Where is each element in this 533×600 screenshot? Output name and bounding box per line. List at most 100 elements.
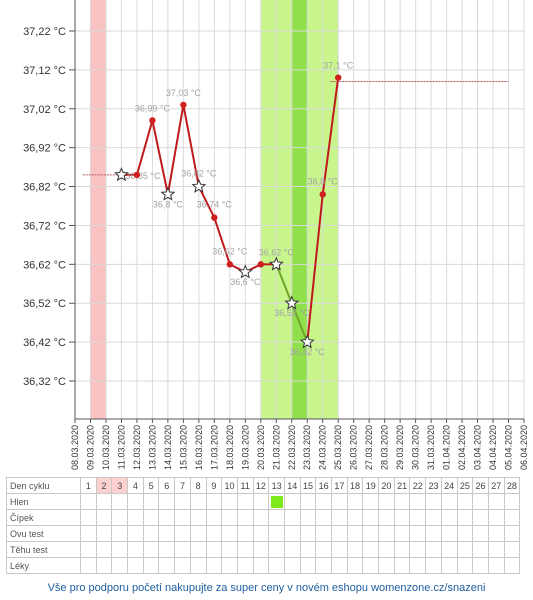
cycle-cell[interactable]	[283, 541, 301, 558]
cycle-day-number[interactable]: 11	[236, 477, 254, 494]
cycle-cell[interactable]	[142, 525, 160, 542]
cycle-cell[interactable]	[221, 557, 238, 574]
cycle-cell[interactable]	[378, 509, 395, 526]
cycle-cell[interactable]	[315, 525, 332, 542]
cycle-day-number[interactable]: 23	[425, 477, 442, 494]
cycle-cell[interactable]	[503, 509, 521, 526]
cycle-cell[interactable]	[503, 557, 521, 574]
cycle-cell[interactable]	[142, 557, 160, 574]
cycle-cell[interactable]	[346, 509, 364, 526]
cycle-cell[interactable]	[440, 493, 458, 510]
cycle-cell[interactable]	[487, 557, 505, 574]
cycle-cell[interactable]	[80, 541, 97, 558]
cycle-cell[interactable]	[142, 541, 160, 558]
cycle-cell[interactable]	[331, 525, 348, 542]
cycle-cell[interactable]	[205, 557, 223, 574]
cycle-day-number[interactable]: 18	[346, 477, 364, 494]
cycle-cell[interactable]	[111, 541, 129, 558]
cycle-day-number[interactable]: 13	[268, 477, 285, 494]
cycle-cell[interactable]	[252, 557, 270, 574]
cycle-cell[interactable]	[315, 541, 332, 558]
cycle-cell[interactable]	[378, 525, 395, 542]
cycle-day-number[interactable]: 6	[158, 477, 176, 494]
cycle-cell[interactable]	[503, 493, 521, 510]
cycle-cell[interactable]	[127, 525, 144, 542]
cycle-day-number[interactable]: 19	[362, 477, 380, 494]
cycle-cell[interactable]	[268, 509, 285, 526]
cycle-day-number[interactable]: 4	[127, 477, 144, 494]
cycle-cell[interactable]	[142, 493, 160, 510]
cycle-cell[interactable]	[331, 557, 348, 574]
cycle-cell[interactable]	[362, 509, 380, 526]
cycle-cell[interactable]	[487, 541, 505, 558]
cycle-day-number[interactable]: 26	[472, 477, 489, 494]
cycle-cell[interactable]	[393, 525, 411, 542]
cycle-cell[interactable]	[456, 493, 474, 510]
cycle-cell[interactable]	[80, 509, 97, 526]
cycle-cell[interactable]	[425, 509, 442, 526]
cycle-day-number[interactable]: 5	[142, 477, 160, 494]
cycle-cell[interactable]	[236, 509, 254, 526]
cycle-cell[interactable]	[487, 493, 505, 510]
cycle-cell[interactable]	[299, 557, 317, 574]
cycle-cell[interactable]	[487, 525, 505, 542]
cycle-day-number[interactable]: 8	[189, 477, 207, 494]
cycle-day-number[interactable]: 1	[80, 477, 97, 494]
cycle-cell[interactable]	[268, 541, 285, 558]
cycle-cell[interactable]	[95, 509, 113, 526]
cycle-cell[interactable]	[283, 509, 301, 526]
cycle-cell[interactable]	[362, 541, 380, 558]
cycle-cell[interactable]	[425, 557, 442, 574]
cycle-cell[interactable]	[440, 557, 458, 574]
cycle-cell[interactable]	[472, 509, 489, 526]
cycle-cell[interactable]	[158, 541, 176, 558]
cycle-day-number[interactable]: 16	[315, 477, 332, 494]
cycle-cell[interactable]	[95, 557, 113, 574]
cycle-day-number[interactable]: 7	[174, 477, 191, 494]
cycle-cell[interactable]	[472, 525, 489, 542]
cycle-cell[interactable]	[142, 509, 160, 526]
cycle-cell[interactable]	[205, 493, 223, 510]
cycle-cell[interactable]	[236, 541, 254, 558]
cycle-cell[interactable]	[205, 525, 223, 542]
cycle-cell[interactable]	[80, 493, 97, 510]
cycle-day-number[interactable]: 28	[503, 477, 521, 494]
cycle-cell[interactable]	[331, 493, 348, 510]
cycle-cell[interactable]	[80, 525, 97, 542]
cycle-cell[interactable]	[268, 525, 285, 542]
cycle-cell[interactable]	[456, 557, 474, 574]
cycle-cell[interactable]	[315, 509, 332, 526]
cycle-cell[interactable]	[95, 541, 113, 558]
cycle-cell[interactable]	[189, 557, 207, 574]
cycle-cell[interactable]	[409, 509, 427, 526]
cycle-cell[interactable]	[346, 525, 364, 542]
cycle-cell[interactable]	[236, 493, 254, 510]
cycle-cell[interactable]	[472, 557, 489, 574]
cycle-cell[interactable]	[189, 493, 207, 510]
cycle-cell[interactable]	[127, 557, 144, 574]
cycle-cell[interactable]	[440, 525, 458, 542]
cycle-cell[interactable]	[95, 493, 113, 510]
cycle-cell[interactable]	[346, 557, 364, 574]
cycle-cell[interactable]	[378, 557, 395, 574]
cycle-cell[interactable]	[95, 525, 113, 542]
cycle-cell[interactable]	[378, 493, 395, 510]
cycle-day-number[interactable]: 15	[299, 477, 317, 494]
cycle-day-number[interactable]: 21	[393, 477, 411, 494]
cycle-cell[interactable]	[283, 557, 301, 574]
cycle-day-number[interactable]: 9	[205, 477, 223, 494]
cycle-cell[interactable]	[425, 525, 442, 542]
cycle-cell[interactable]	[362, 525, 380, 542]
cycle-cell[interactable]	[409, 525, 427, 542]
cycle-cell[interactable]	[331, 541, 348, 558]
cycle-cell[interactable]	[174, 493, 191, 510]
cycle-cell[interactable]	[205, 541, 223, 558]
cycle-cell[interactable]	[252, 525, 270, 542]
cycle-cell[interactable]	[393, 557, 411, 574]
cycle-cell[interactable]	[189, 541, 207, 558]
cycle-cell[interactable]	[268, 493, 285, 510]
cycle-day-number[interactable]: 2	[95, 477, 113, 494]
cycle-cell[interactable]	[174, 541, 191, 558]
cycle-cell[interactable]	[425, 541, 442, 558]
cycle-day-number[interactable]: 17	[331, 477, 348, 494]
